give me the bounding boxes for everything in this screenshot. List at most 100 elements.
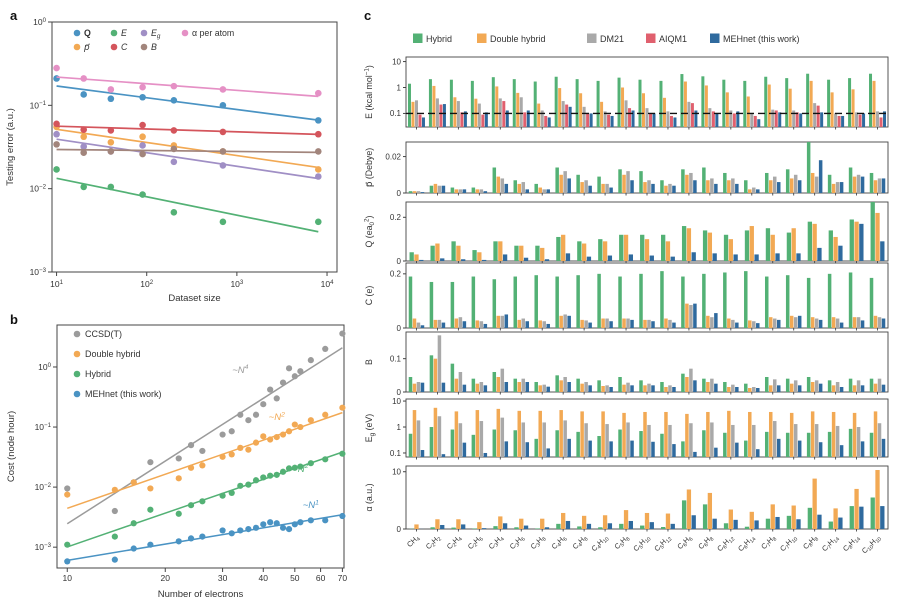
bar bbox=[661, 234, 666, 261]
bar bbox=[776, 438, 781, 457]
bar bbox=[556, 523, 561, 529]
bar bbox=[834, 113, 838, 127]
bar bbox=[454, 318, 459, 328]
bar bbox=[875, 470, 880, 529]
bar bbox=[877, 317, 882, 328]
bar bbox=[686, 489, 692, 529]
data-point bbox=[297, 463, 304, 470]
bar bbox=[414, 524, 419, 529]
bar bbox=[756, 189, 760, 193]
bar bbox=[768, 317, 773, 328]
bar bbox=[504, 314, 509, 328]
y-tick-label: 100 bbox=[38, 362, 51, 372]
bar bbox=[828, 521, 833, 529]
bar bbox=[848, 428, 853, 457]
bar bbox=[848, 378, 853, 392]
legend-label: Hybrid bbox=[426, 34, 452, 44]
bar bbox=[752, 321, 756, 328]
bar bbox=[432, 85, 436, 127]
category-label: C6H14 bbox=[736, 533, 757, 554]
data-point bbox=[291, 464, 298, 471]
bar bbox=[816, 105, 820, 127]
bar bbox=[498, 516, 503, 529]
data-point bbox=[291, 521, 298, 528]
bar bbox=[860, 441, 865, 457]
bar bbox=[881, 384, 886, 392]
bar bbox=[651, 183, 655, 193]
data-point bbox=[307, 417, 314, 424]
category-label: C5H10 bbox=[631, 533, 652, 554]
bar bbox=[475, 189, 480, 193]
bar bbox=[609, 187, 613, 193]
bar bbox=[810, 172, 815, 193]
data-point bbox=[219, 86, 227, 93]
bar bbox=[797, 180, 802, 193]
bar bbox=[835, 318, 840, 328]
bar bbox=[628, 520, 633, 529]
data-point bbox=[314, 130, 322, 138]
bar bbox=[681, 226, 687, 261]
bar bbox=[523, 257, 529, 261]
data-point bbox=[260, 401, 267, 408]
bar bbox=[723, 172, 727, 193]
bar bbox=[639, 431, 643, 457]
legend-label: Eg bbox=[151, 28, 161, 40]
bar bbox=[626, 318, 630, 328]
bar bbox=[810, 317, 815, 328]
data-point bbox=[228, 530, 235, 537]
legend-swatch bbox=[413, 33, 423, 43]
plot-border bbox=[56, 324, 345, 569]
data-point bbox=[107, 183, 115, 191]
bar bbox=[647, 383, 651, 392]
bar bbox=[860, 320, 865, 328]
category-label: C4H6 bbox=[550, 533, 569, 552]
legend-marker bbox=[73, 350, 81, 358]
bar bbox=[744, 230, 750, 261]
bar bbox=[748, 411, 752, 457]
data-point bbox=[245, 417, 252, 424]
bar bbox=[856, 317, 861, 328]
bar bbox=[869, 277, 874, 328]
bar bbox=[701, 76, 705, 127]
y-tick-label: 0 bbox=[397, 189, 402, 198]
data-point bbox=[267, 472, 274, 479]
panel-label-c: c bbox=[364, 8, 372, 23]
bar bbox=[764, 172, 769, 193]
bar bbox=[542, 321, 546, 328]
bar bbox=[812, 223, 817, 261]
bar bbox=[555, 276, 559, 328]
data-point bbox=[111, 533, 118, 540]
data-point bbox=[187, 502, 195, 509]
bar bbox=[523, 112, 527, 127]
bar bbox=[461, 524, 466, 529]
bar bbox=[879, 117, 883, 127]
data-point bbox=[111, 556, 118, 563]
category-label: C7H14 bbox=[820, 533, 841, 554]
bar bbox=[622, 174, 626, 193]
bar bbox=[764, 76, 768, 127]
bar bbox=[521, 182, 526, 193]
category-label: C3H8 bbox=[529, 533, 548, 552]
bar bbox=[462, 321, 467, 328]
bar bbox=[565, 520, 571, 529]
legend-label: p⃗ bbox=[83, 42, 90, 52]
bar bbox=[731, 319, 735, 329]
bar bbox=[818, 319, 823, 329]
bar bbox=[731, 178, 735, 193]
bar bbox=[450, 363, 455, 392]
category-label: CH4 bbox=[405, 533, 422, 550]
bar bbox=[854, 488, 859, 529]
bar bbox=[542, 422, 546, 457]
bar bbox=[660, 180, 664, 193]
bar bbox=[750, 113, 754, 127]
bar bbox=[601, 183, 605, 193]
bar bbox=[852, 317, 857, 328]
bar bbox=[453, 97, 457, 127]
bar bbox=[727, 387, 731, 392]
bar bbox=[600, 101, 604, 127]
bar bbox=[744, 180, 748, 193]
bar bbox=[542, 384, 546, 392]
data-point bbox=[285, 365, 293, 372]
bar bbox=[470, 80, 474, 127]
